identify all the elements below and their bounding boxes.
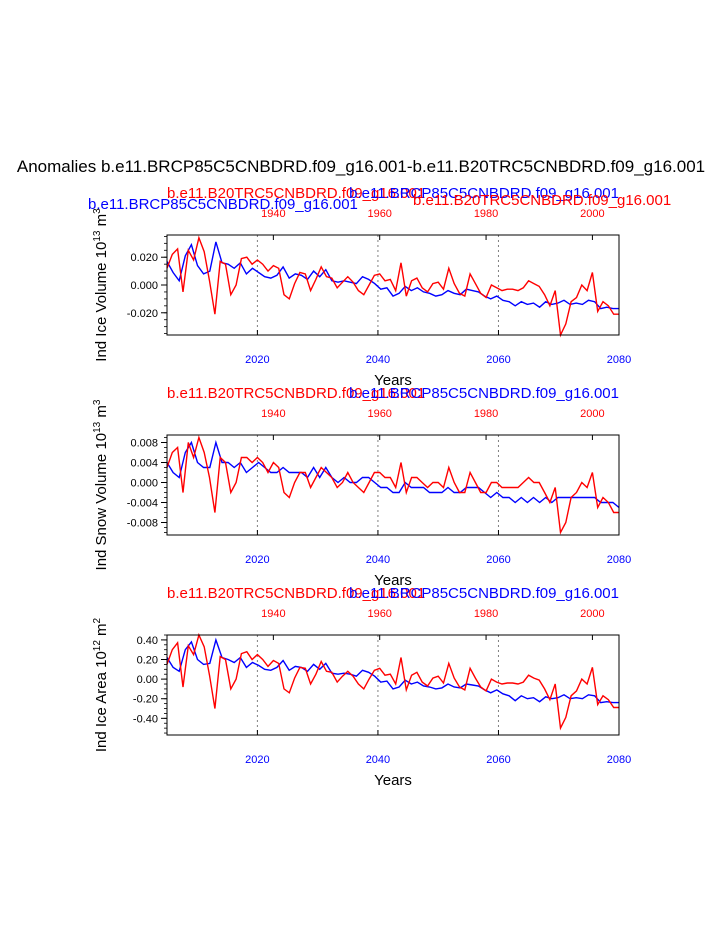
hist-tick-label: 2000 — [580, 608, 604, 620]
hist-tick-label: 2000 — [580, 408, 604, 420]
panel-title-blue-right: b.e11.BRCP85C5CNBDRD.f09_g16.001 — [349, 585, 619, 602]
series-line-red — [166, 235, 619, 338]
panel-2: b.e11.B20TRC5CNBDRD.f09_g16.001b.e11.BRC… — [92, 385, 631, 589]
y-tick-label: 0.00 — [137, 674, 158, 686]
hist-tick-label: 1960 — [367, 408, 391, 420]
y-tick-label: -0.008 — [127, 518, 158, 530]
future-tick-label: 2080 — [607, 754, 631, 766]
y-tick-label: -0.020 — [127, 308, 158, 320]
hist-tick-label: 1940 — [261, 208, 285, 220]
y-axis-label: Ind Ice Volume 1013 m3 — [92, 208, 110, 362]
panel-1: b.e11.BRCP85C5CNBDRD.f09_g16.001b.e11.B2… — [88, 185, 671, 389]
y-tick-label: 0.000 — [130, 280, 158, 292]
future-tick-label: 2020 — [245, 754, 269, 766]
plot-frame — [166, 434, 620, 536]
panel-title-red-right: b.e11.B20TRC5CNBDRD.f09_g16.001 — [413, 192, 671, 209]
x-axis-label: Years — [374, 372, 412, 389]
future-tick-label: 2080 — [607, 354, 631, 366]
future-tick-label: 2020 — [245, 354, 269, 366]
future-tick-label: 2040 — [366, 554, 390, 566]
hist-tick-label: 1980 — [474, 208, 498, 220]
y-tick-label: 0.000 — [130, 478, 158, 490]
y-tick-label: 0.008 — [130, 438, 158, 450]
panel-title-blue-right: b.e11.BRCP85C5CNBDRD.f09_g16.001 — [349, 385, 619, 402]
series-line-red — [166, 435, 619, 535]
x-axis-label: Years — [374, 572, 412, 589]
y-tick-label: 0.20 — [137, 655, 158, 667]
panel-title-blue-right: b.e11.BRCP85C5CNBDRD.f09_g16.001 — [349, 185, 619, 202]
y-tick-label: 0.020 — [130, 252, 158, 264]
y-axis-label: Ind Ice Area 1012 m2 — [92, 617, 110, 752]
plot-frame — [166, 634, 620, 736]
y-tick-label: -0.20 — [133, 694, 158, 706]
future-tick-label: 2060 — [486, 354, 510, 366]
hist-tick-label: 1940 — [261, 408, 285, 420]
y-tick-label: -0.40 — [133, 713, 158, 725]
future-tick-label: 2040 — [366, 754, 390, 766]
series-line-red — [166, 632, 619, 731]
main-title: Anomalies b.e11.BRCP85C5CNBDRD.f09_g16.0… — [17, 157, 705, 176]
series-line-blue — [166, 637, 619, 704]
series-line-blue — [166, 241, 619, 310]
hist-tick-label: 1980 — [474, 408, 498, 420]
panel-title-red-left: b.e11.B20TRC5CNBDRD.f09_g16.001 — [167, 385, 425, 402]
x-axis-label: Years — [374, 772, 412, 789]
series-line-blue — [166, 439, 620, 509]
hist-tick-label: 1940 — [261, 608, 285, 620]
y-tick-label: -0.004 — [127, 498, 158, 510]
hist-tick-label: 1960 — [367, 208, 391, 220]
future-tick-label: 2040 — [366, 354, 390, 366]
y-tick-label: 0.40 — [137, 635, 158, 647]
future-tick-label: 2080 — [607, 554, 631, 566]
future-tick-label: 2060 — [486, 554, 510, 566]
y-tick-label: 0.004 — [130, 458, 158, 470]
hist-tick-label: 1960 — [367, 608, 391, 620]
panel-title-left: b.e11.BRCP85C5CNBDRD.f09_g16.001 — [88, 196, 358, 213]
panel-title-red-left: b.e11.B20TRC5CNBDRD.f09_g16.001 — [167, 585, 425, 602]
y-axis-label: Ind Snow Volume 1013 m3 — [92, 399, 110, 570]
panels: b.e11.BRCP85C5CNBDRD.f09_g16.001b.e11.B2… — [88, 185, 671, 789]
panel-3: b.e11.B20TRC5CNBDRD.f09_g16.001b.e11.BRC… — [92, 585, 631, 789]
panel-title-red-left: b.e11.B20TRC5CNBDRD.f09_g16.001 — [167, 185, 425, 202]
hist-tick-label: 1980 — [474, 608, 498, 620]
future-tick-label: 2060 — [486, 754, 510, 766]
hist-tick-label: 2000 — [580, 208, 604, 220]
future-tick-label: 2020 — [245, 554, 269, 566]
